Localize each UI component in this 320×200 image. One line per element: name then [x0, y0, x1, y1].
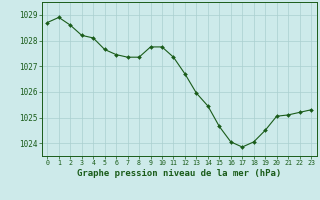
X-axis label: Graphe pression niveau de la mer (hPa): Graphe pression niveau de la mer (hPa) — [77, 169, 281, 178]
